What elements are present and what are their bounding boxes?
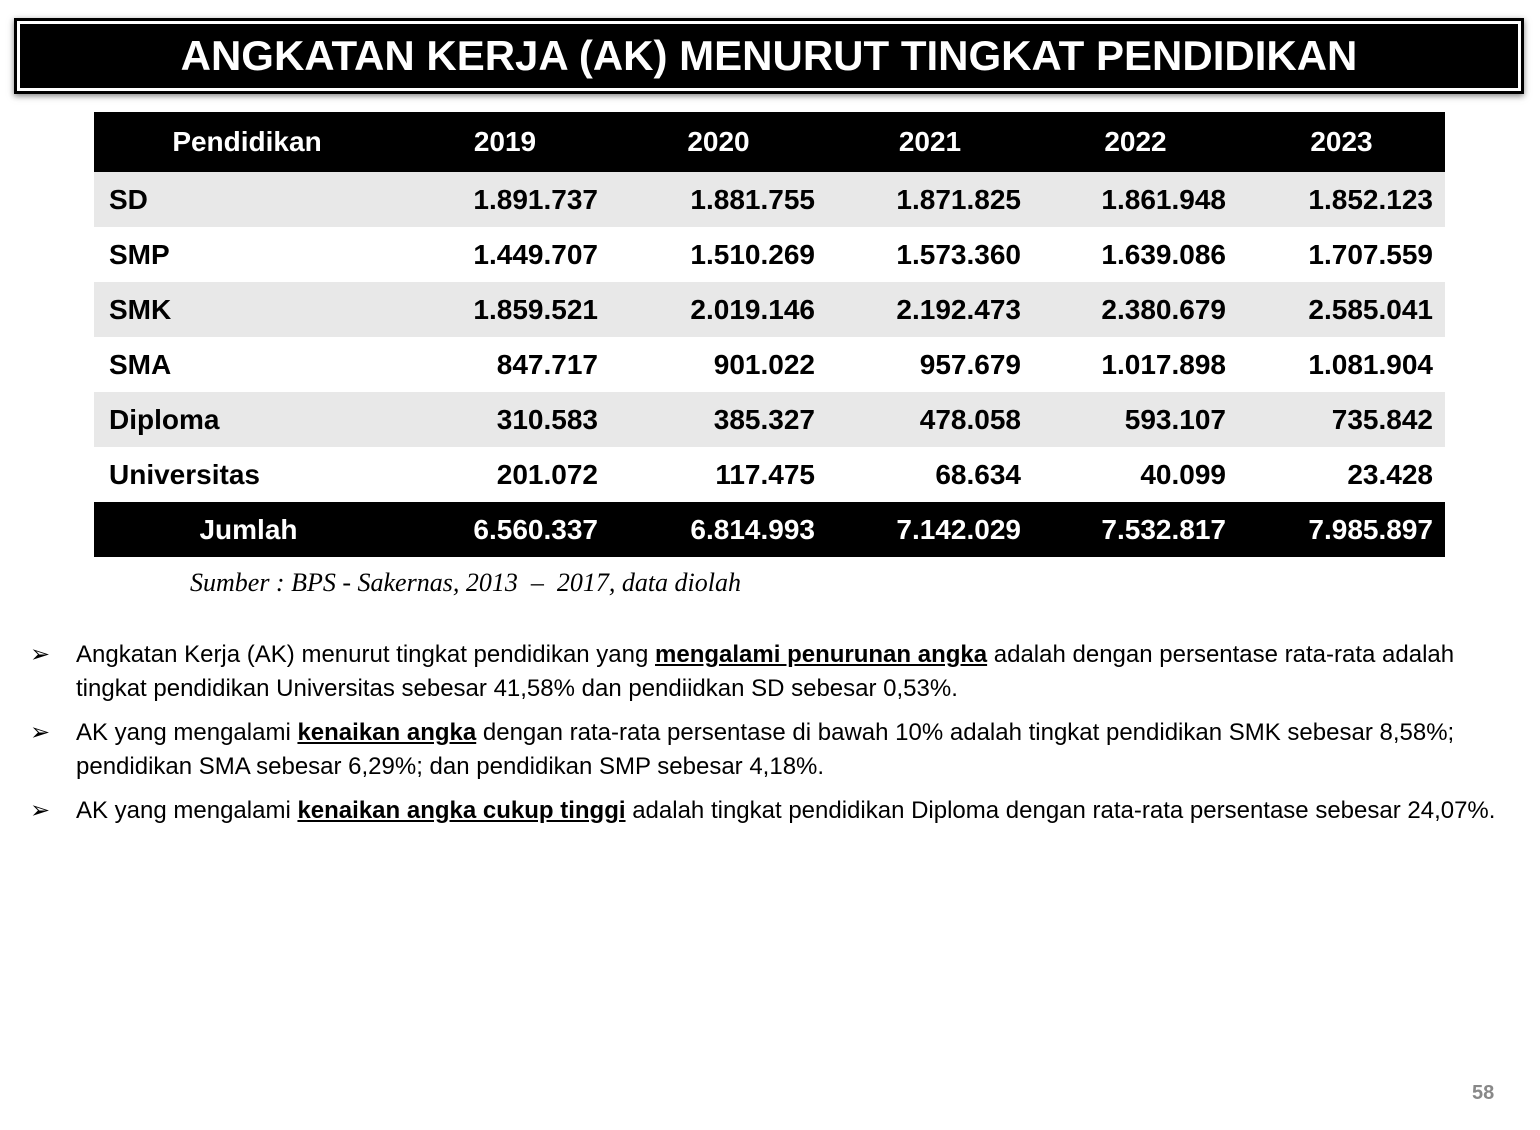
bullet: ➢ AK yang mengalami kenaikan angka cukup … bbox=[30, 794, 1510, 828]
bullet-arrow: ➢ bbox=[30, 719, 51, 746]
table-cell: Diploma bbox=[94, 392, 400, 447]
page-number: 58 bbox=[1472, 1082, 1495, 1104]
emphasis-text: mengalami penurunan angka bbox=[655, 641, 988, 668]
table-cell: SMP bbox=[109, 238, 170, 270]
table-cell: 2.019.146 bbox=[610, 282, 827, 337]
table-cell: 117.475 bbox=[715, 458, 815, 490]
table-cell: 847.717 bbox=[496, 348, 598, 380]
total-cell: 6.560.337 bbox=[400, 502, 610, 557]
table-cell: SMA bbox=[109, 348, 172, 380]
bullet-text: adalah tingkat pendidikan Diploma dengan… bbox=[625, 797, 1496, 824]
table-cell: 1.881.755 bbox=[610, 172, 827, 227]
total-cell: 7.142.029 bbox=[827, 502, 1033, 557]
total-row: Jumlah 6.560.337 6.814.993 7.142.029 7.532.8… bbox=[94, 502, 1445, 557]
header-cell: 2021 bbox=[827, 112, 1033, 172]
table-row: SD 1.891.737 1.881.755 1.871.825 1.861.948 1.… bbox=[94, 172, 1445, 227]
bullet-text: dengan rata-rata persentase di bawah 10%… bbox=[76, 719, 1455, 780]
total-cell: Jumlah bbox=[94, 502, 400, 557]
header-cell: 2019 bbox=[400, 112, 610, 172]
bullet: ➢ Angkatan Kerja (AK) menurut tingkat pen… bbox=[30, 638, 1510, 706]
emphasis-text: kenaikan angka cukup tinggi bbox=[297, 797, 626, 824]
table-cell: 2.192.473 bbox=[827, 282, 1033, 337]
table-cell: 201.072 bbox=[496, 458, 598, 490]
table-cell: 1.852.123 bbox=[1238, 172, 1445, 227]
header-cell: 2023 bbox=[1238, 112, 1445, 172]
table-cell: 1.639.086 bbox=[1101, 238, 1226, 270]
table-cell: 957.679 bbox=[919, 348, 1021, 380]
table-cell: 593.107 bbox=[1033, 392, 1238, 447]
table-row: SMK 1.859.521 2.019.146 2.192.473 2.380.679 2… bbox=[94, 282, 1445, 337]
table-cell: 901.022 bbox=[713, 348, 815, 380]
bullet-list: ➢ Angkatan Kerja (AK) menurut tingkat pen… bbox=[30, 638, 1510, 838]
data-table: Pendidikan 2019 2020 2021 2022 2023 SD 1.891.7… bbox=[94, 112, 1445, 557]
table-cell: 1.861.948 bbox=[1033, 172, 1238, 227]
bullet-arrow: ➢ bbox=[30, 641, 51, 668]
header-row: Pendidikan 2019 2020 2021 2022 2023 bbox=[94, 112, 1445, 172]
table-cell: 1.573.360 bbox=[896, 238, 1021, 270]
bullet-text: Angkatan Kerja (AK) menurut tingkat pend… bbox=[76, 641, 656, 668]
table-cell: SD bbox=[94, 172, 400, 227]
emphasis-text: kenaikan angka bbox=[297, 719, 477, 746]
bullet-text: adalah dengan persentase rata-rata adala… bbox=[76, 641, 1455, 702]
table-cell: 1.859.521 bbox=[400, 282, 610, 337]
table-cell: SMK bbox=[94, 282, 400, 337]
table-cell: 1.891.737 bbox=[400, 172, 610, 227]
bullet-text: AK yang mengalami bbox=[76, 719, 298, 746]
table-cell: 1.707.559 bbox=[1308, 238, 1433, 270]
table-cell: 1.510.269 bbox=[690, 238, 815, 270]
table-cell: Universitas bbox=[109, 458, 260, 490]
table-row: Universitas 201.072 117.475 68.634 40.099 23.… bbox=[94, 447, 1445, 502]
table-cell: 40.099 bbox=[1140, 458, 1226, 490]
table-cell: 310.583 bbox=[400, 392, 610, 447]
table-cell: 2.380.679 bbox=[1033, 282, 1238, 337]
table-cell: 1.081.904 bbox=[1308, 348, 1433, 380]
table-cell: 385.327 bbox=[610, 392, 827, 447]
table-cell: 23.428 bbox=[1347, 458, 1433, 490]
table-cell: 478.058 bbox=[827, 392, 1033, 447]
table-cell: 735.842 bbox=[1238, 392, 1445, 447]
bullet: ➢ AK yang mengalami kenaikan angka dengan… bbox=[30, 716, 1510, 784]
table-row: SMA 847.717 901.022 957.679 1.017.898 1.081.9… bbox=[94, 337, 1445, 392]
header-cell: Pendidikan bbox=[94, 112, 400, 172]
total-cell: 7.985.897 bbox=[1238, 502, 1445, 557]
table-row: SMP 1.449.707 1.510.269 1.573.360 1.639.086 1… bbox=[94, 227, 1445, 282]
total-cell: 6.814.993 bbox=[610, 502, 827, 557]
table-cell: 68.634 bbox=[935, 458, 1021, 490]
total-cell: 7.532.817 bbox=[1033, 502, 1238, 557]
table-cell: 1.871.825 bbox=[827, 172, 1033, 227]
title: ANGKATAN KERJA (AK) MENURUT TINGKAT PEND… bbox=[14, 18, 1524, 94]
bullet-text: AK yang mengalami bbox=[76, 797, 298, 824]
header-cell: 2020 bbox=[610, 112, 827, 172]
source-note: Sumber : BPS - Sakernas, 2013 – 2017, da… bbox=[190, 568, 742, 597]
table-cell: 1.017.898 bbox=[1101, 348, 1226, 380]
header-cell: 2022 bbox=[1033, 112, 1238, 172]
table-cell: 2.585.041 bbox=[1238, 282, 1445, 337]
table-cell: 1.449.707 bbox=[473, 238, 598, 270]
table-row: Diploma 310.583 385.327 478.058 593.107 735.8… bbox=[94, 392, 1445, 447]
bullet-arrow: ➢ bbox=[30, 797, 51, 824]
